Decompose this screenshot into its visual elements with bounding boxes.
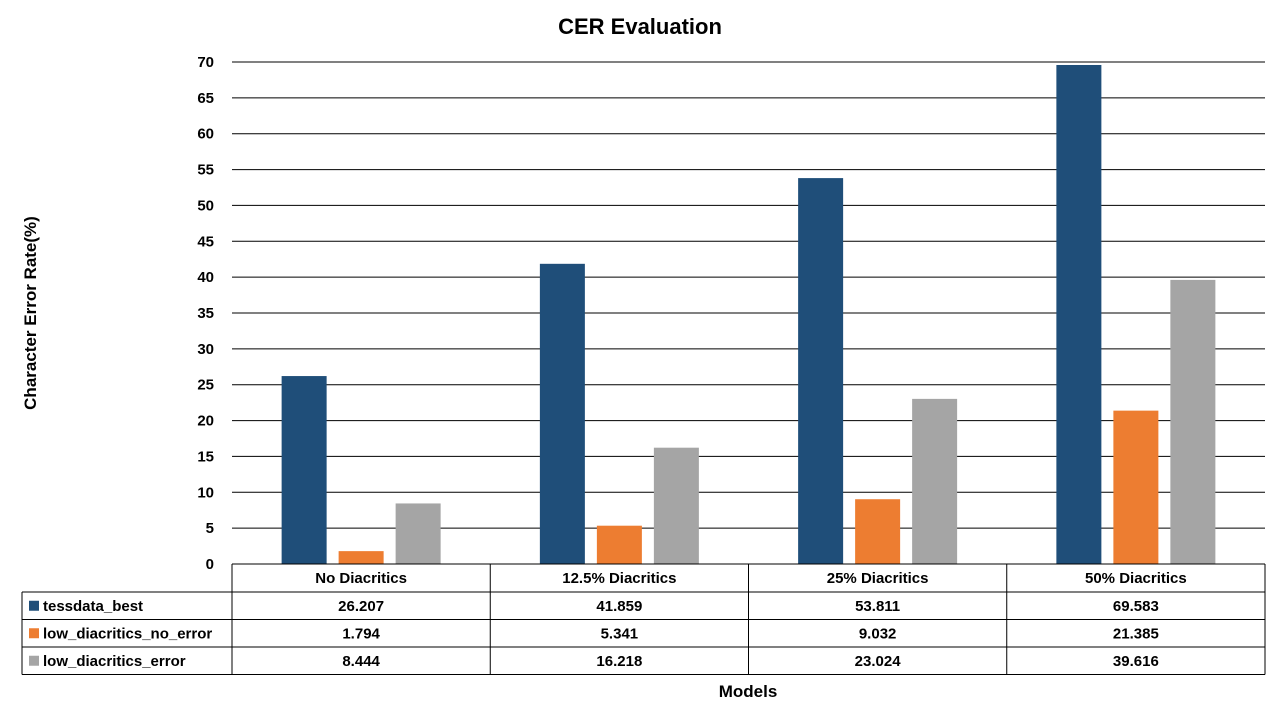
y-tick-label: 35 xyxy=(197,305,214,322)
chart-title: CER Evaluation xyxy=(558,14,722,39)
bar-tessdata-best-12-5-diacritics xyxy=(539,263,585,564)
legend-swatch-tessdata-best xyxy=(29,600,39,611)
bar-tessdata-best-no-diacritics xyxy=(281,376,327,564)
y-tick-label: 5 xyxy=(206,520,214,537)
y-tick-label: 65 xyxy=(197,90,214,107)
data-label: 41.859 xyxy=(596,598,642,615)
bar-low-diacritics-error-25-diacritics xyxy=(912,398,958,564)
bar-low-diacritics-no-error-25-diacritics xyxy=(855,499,901,564)
data-label: 39.616 xyxy=(1113,653,1159,670)
data-label: 69.583 xyxy=(1113,598,1159,615)
bar-low-diacritics-error-50-diacritics xyxy=(1170,279,1216,564)
legend-swatch-low-diacritics-error xyxy=(29,655,39,666)
legend-label: low_diacritics_no_error xyxy=(43,625,212,642)
bar-low-diacritics-error-no-diacritics xyxy=(395,503,441,564)
x-tick-label: No Diacritics xyxy=(315,570,407,587)
data-label: 8.444 xyxy=(342,653,380,670)
data-table: No Diacritics 12.5% Diacritics 25% Diacrit… xyxy=(21,563,1266,675)
y-tick-label: 0 xyxy=(206,556,214,573)
y-tick-label: 50 xyxy=(197,197,214,214)
data-label: 21.385 xyxy=(1113,625,1159,642)
data-label: 9.032 xyxy=(859,625,897,642)
data-label: 16.218 xyxy=(596,653,642,670)
bar-low-diacritics-no-error-12-5-diacritics xyxy=(596,525,642,564)
x-tick-label: 25% Diacritics xyxy=(827,570,929,587)
data-label: 26.207 xyxy=(338,598,384,615)
bar-tessdata-best-25-diacritics xyxy=(798,178,844,564)
data-label: 1.794 xyxy=(342,625,380,642)
y-axis-title: Character Error Rate(%) xyxy=(21,216,40,410)
bar-tessdata-best-50-diacritics xyxy=(1056,64,1102,565)
legend-label: tessdata_best xyxy=(43,598,143,615)
y-axis-ticks: 0 5 10 15 20 25 30 35 40 45 50 55 60 65 70 xyxy=(197,54,214,573)
data-label: 53.811 xyxy=(855,598,900,615)
y-tick-label: 15 xyxy=(197,448,214,465)
data-label: 5.341 xyxy=(601,625,639,642)
legend-swatch-low-diacritics-no-error xyxy=(29,628,39,639)
bar-low-diacritics-error-12-5-diacritics xyxy=(653,447,699,564)
x-tick-label: 12.5% Diacritics xyxy=(562,570,676,587)
bar-low-diacritics-no-error-no-diacritics xyxy=(338,551,384,564)
bar-low-diacritics-no-error-50-diacritics xyxy=(1113,410,1159,564)
y-tick-label: 70 xyxy=(197,54,214,71)
x-axis-title: Models xyxy=(719,682,778,701)
y-tick-label: 10 xyxy=(197,484,214,501)
y-tick-label: 55 xyxy=(197,162,214,179)
data-label: 23.024 xyxy=(855,653,902,670)
legend-label: low_diacritics_error xyxy=(43,653,186,670)
gridlines xyxy=(232,61,1265,565)
y-tick-label: 20 xyxy=(197,413,214,430)
y-tick-label: 30 xyxy=(197,341,214,358)
bars xyxy=(281,64,1216,565)
y-tick-label: 25 xyxy=(197,377,214,394)
y-tick-label: 60 xyxy=(197,126,214,143)
x-tick-label: 50% Diacritics xyxy=(1085,570,1187,587)
y-tick-label: 40 xyxy=(197,269,214,286)
y-tick-label: 45 xyxy=(197,233,214,250)
